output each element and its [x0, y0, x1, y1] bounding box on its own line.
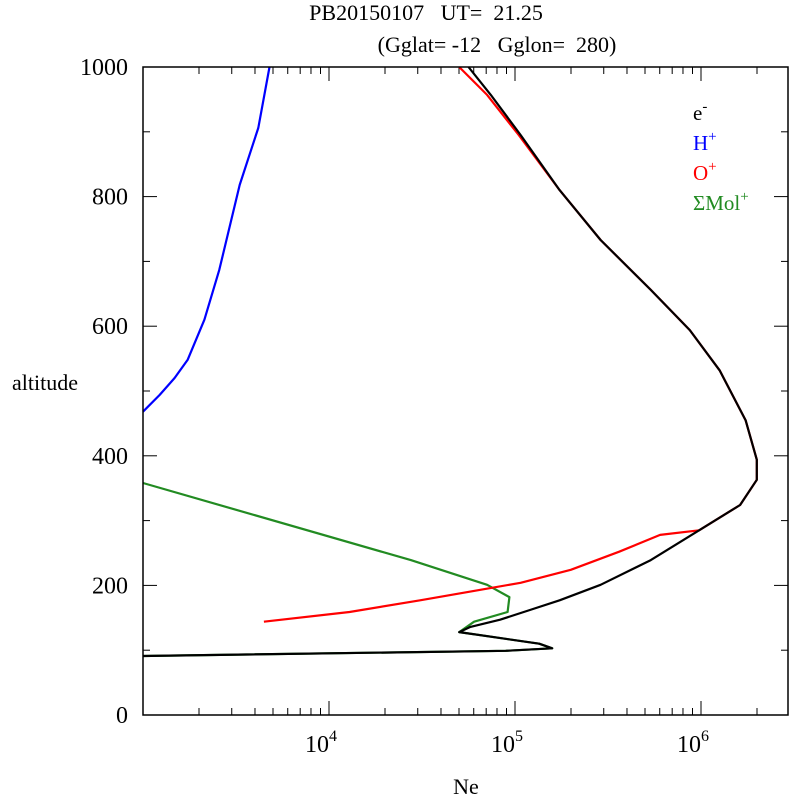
legend-entry: H+ — [693, 129, 717, 155]
series-line-h — [142, 66, 271, 413]
legend-entry: e- — [693, 99, 707, 125]
y-axis-label: altitude — [12, 370, 78, 395]
legend: e- H+ O+ ΣMol+ — [693, 99, 749, 215]
y-tick-label: 1000 — [80, 55, 128, 81]
x-tick-label: 104 — [305, 728, 337, 758]
legend-entry: ΣMol+ — [693, 189, 749, 215]
x-axis-label: Ne — [453, 774, 479, 796]
x-tick-label: 105 — [491, 728, 523, 758]
y-tick-label: 200 — [92, 573, 128, 599]
y-tick-label: 400 — [92, 444, 128, 470]
chart-title-line1: PB20150107 UT= 21.25 — [309, 0, 543, 25]
legend-entry: O+ — [693, 159, 717, 185]
chart-title-line2: (Gglat= -12 Gglon= 280) — [378, 32, 617, 57]
y-tick-label: 0 — [116, 703, 128, 729]
y-tick-label: 800 — [92, 185, 128, 211]
series-line-mol — [142, 481, 554, 658]
plot-frame — [142, 66, 789, 716]
y-tick-label: 600 — [92, 314, 128, 340]
x-tick-label: 106 — [677, 728, 709, 758]
series-line-e — [142, 66, 758, 658]
